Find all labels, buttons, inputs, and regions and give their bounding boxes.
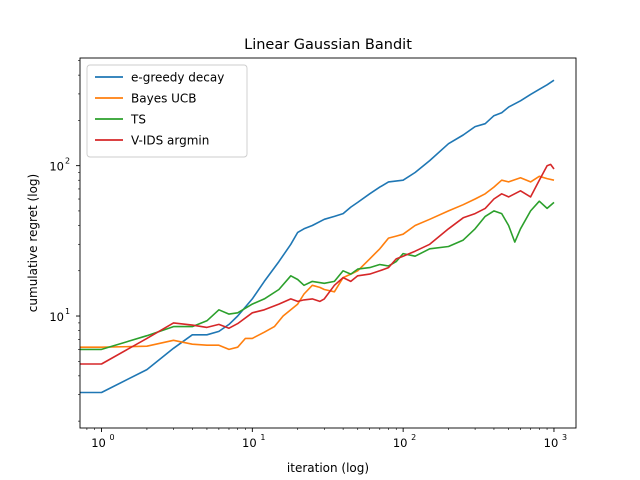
series-line-0 [80, 79, 555, 394]
y-axis-label: cumulative regret (log) [26, 174, 40, 312]
legend-label-2: TS [130, 113, 146, 127]
x-tick-label-1: 10 [242, 436, 257, 450]
x-tick-exponent-3: 3 [562, 433, 567, 442]
x-tick-label-3: 10 [544, 436, 559, 450]
x-axis-label: iteration (log) [287, 461, 369, 475]
y-tick-exponent-1: 2 [65, 157, 70, 166]
y-tick-label-0: 10 [49, 310, 64, 324]
legend-label-3: V-IDS argmin [131, 134, 209, 148]
x-tick-label-2: 10 [393, 436, 408, 450]
series-line-3 [80, 163, 555, 365]
x-tick-exponent-1: 1 [260, 433, 265, 442]
x-tick-label-0: 10 [91, 436, 106, 450]
ticks-layer: 10 0 10 1 10 2 10 310 110 2 [49, 60, 567, 450]
y-tick-exponent-0: 1 [65, 307, 70, 316]
series-line-2 [80, 200, 555, 351]
y-tick-label-1: 10 [49, 160, 64, 174]
legend-label-0: e-greedy decay [131, 71, 224, 85]
legend: e-greedy decay Bayes UCB TS V-IDS argmin [86, 64, 248, 158]
x-tick-exponent-0: 0 [110, 433, 115, 442]
legend-label-1: Bayes UCB [131, 92, 197, 106]
legend-box [86, 64, 248, 158]
axes-frame [79, 57, 577, 429]
series-layer [80, 79, 555, 394]
x-tick-exponent-2: 2 [411, 433, 416, 442]
chart-title: Linear Gaussian Bandit [244, 37, 412, 53]
